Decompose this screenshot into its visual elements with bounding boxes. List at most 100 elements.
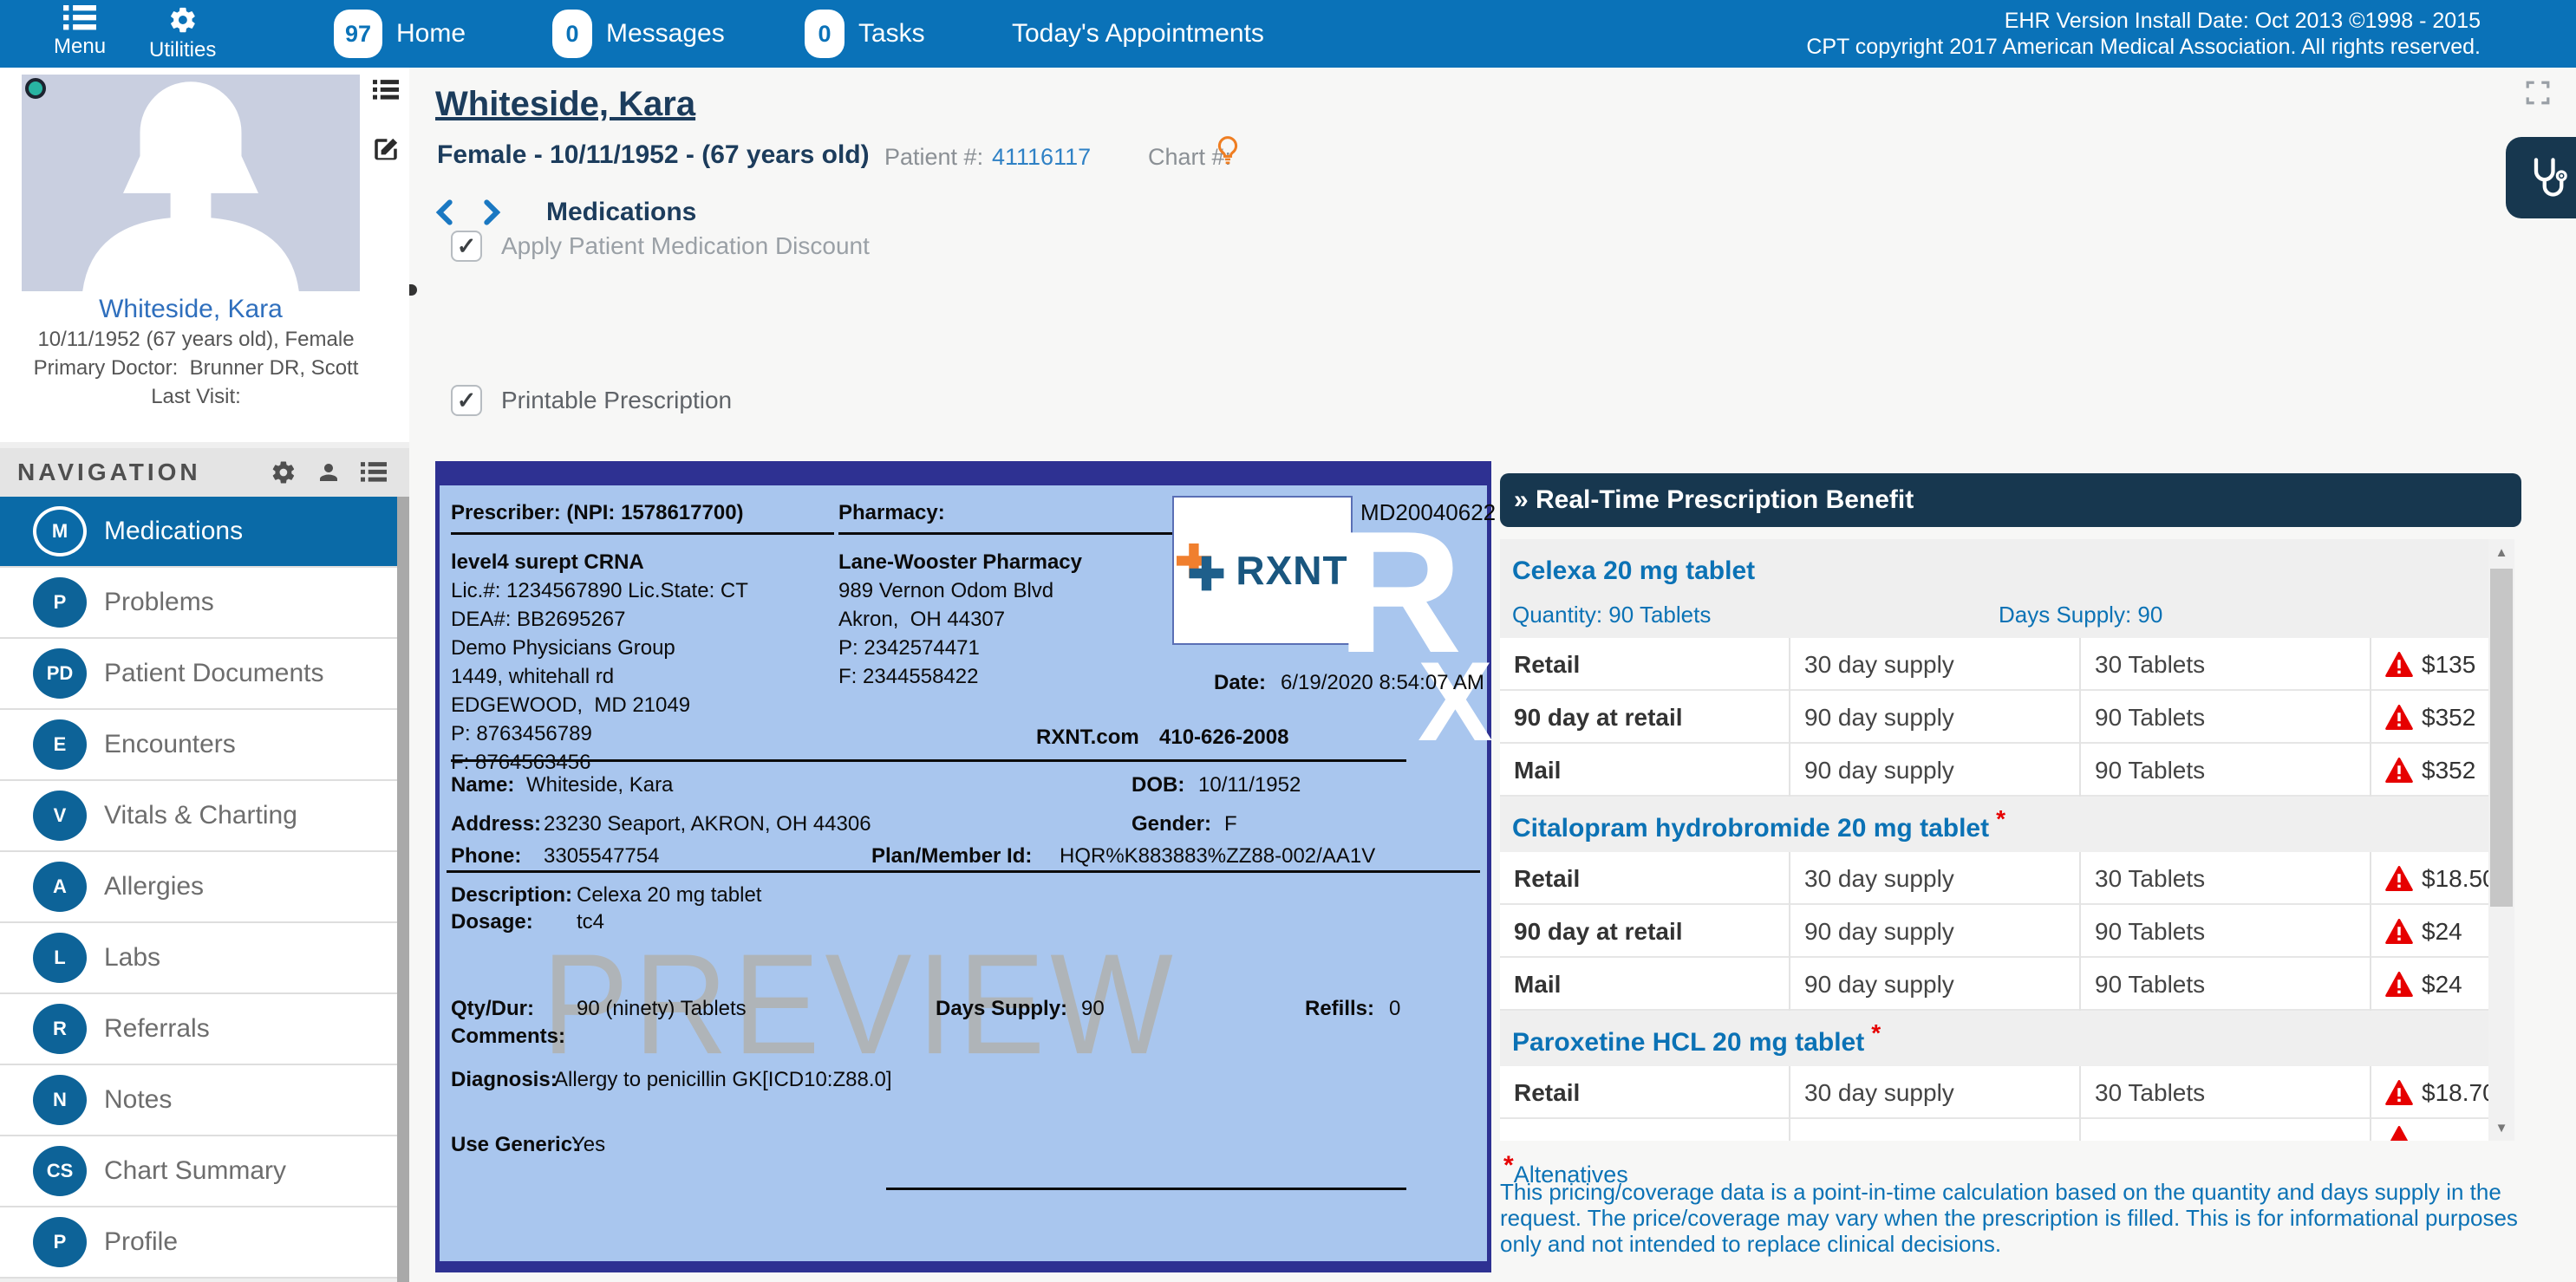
navigation-header: NAVIGATION — [0, 448, 409, 497]
top-navigation-bar: Menu Utilities 97 Home 0 Messages 0 Task… — [0, 0, 2576, 68]
messages-tab[interactable]: 0 Messages — [552, 0, 725, 68]
nav-abbr-badge: V — [33, 791, 87, 841]
rx-symbol-x: X — [1418, 638, 1493, 765]
version-line2: CPT copyright 2017 American Medical Asso… — [1806, 35, 2481, 59]
price-cell: $352 — [2422, 756, 2476, 784]
printable-checkbox[interactable]: ✓ — [451, 385, 482, 416]
sidebar-item-profile[interactable]: P Profile — [0, 1207, 397, 1279]
nav-settings-gear-icon[interactable] — [271, 459, 297, 485]
rx-description-label: Description: — [451, 883, 573, 907]
sidebar-item-chart-summary[interactable]: CS Chart Summary — [0, 1136, 397, 1207]
sidebar-item-vitals-charting[interactable]: V Vitals & Charting — [0, 781, 397, 852]
tablets-cell: 90 Tablets — [2081, 905, 2371, 958]
patient-name-link[interactable]: Whiteside, Kara — [99, 295, 283, 323]
patient-list-icon[interactable] — [373, 80, 399, 101]
rx-plan-label: Plan/Member Id: — [871, 844, 1033, 868]
todays-appointments-tab[interactable]: Today's Appointments — [1012, 0, 1264, 68]
tablets-cell: 30 Tablets — [2081, 638, 2371, 691]
version-line1: EHR Version Install Date: Oct 2013 ©1998… — [2004, 9, 2481, 33]
patient-dob-line: 10/11/1952 (67 years old), Female — [37, 328, 355, 351]
scroll-down-arrow[interactable]: ▼ — [2494, 1120, 2508, 1136]
nav-person-icon[interactable] — [316, 459, 342, 485]
alternatives-label: Altenatives — [1513, 1162, 1628, 1188]
rx-prescriber-line: 1449, whitehall rd — [451, 665, 615, 688]
rx-pharmacy-header: Pharmacy: — [838, 501, 1216, 535]
warning-icon — [2385, 1080, 2413, 1105]
sidebar-item-allergies[interactable]: A Allergies — [0, 852, 397, 923]
gear-icon — [168, 5, 198, 35]
tasks-tab[interactable]: 0 Tasks — [805, 0, 925, 68]
coverage-type-cell: Retail — [1500, 638, 1790, 691]
scroll-up-arrow[interactable]: ▲ — [2494, 544, 2508, 560]
drug-section-header: Citalopram hydrobromide 20 mg tablet * — [1500, 797, 2488, 852]
rx-phone-value: 3305547754 — [544, 844, 660, 868]
patient-photo[interactable] — [22, 75, 360, 291]
coverage-type-cell: Mail — [1500, 958, 1790, 1011]
chevron-left-icon[interactable] — [435, 199, 453, 225]
nav-item-label: Problems — [104, 588, 214, 616]
rx-pharmacy-name: Lane-Wooster Pharmacy — [838, 550, 1082, 574]
nav-item-label: Patient Documents — [104, 659, 324, 687]
menu-button[interactable]: Menu — [54, 5, 106, 59]
sidebar-item-notes[interactable]: N Notes — [0, 1065, 397, 1136]
nav-item-label: Vitals & Charting — [104, 801, 297, 830]
nav-abbr-badge: P — [33, 1217, 87, 1267]
rx-days-supply-value: 90 — [1081, 997, 1105, 1020]
rx-refills-label: Refills: — [1305, 997, 1375, 1020]
navigation-title: NAVIGATION — [17, 459, 201, 485]
rx-prescriber-header: Prescriber: (NPI: 1578617700) — [451, 501, 834, 535]
sidebar-item-problems[interactable]: P Problems — [0, 568, 397, 639]
rx-doc-number: MD20040622 — [1360, 499, 1497, 525]
tablets-cell: 90 Tablets — [2081, 691, 2371, 744]
discount-checkbox[interactable]: ✓ — [451, 231, 482, 262]
utilities-label: Utilities — [149, 38, 217, 62]
edit-patient-icon[interactable] — [371, 135, 401, 165]
benefit-scroll-area: Celexa 20 mg tablet Quantity: 90 Tablets… — [1500, 539, 2514, 1141]
rx-pharmacy-line: P: 2342574471 — [838, 636, 980, 660]
rx-top-border — [435, 461, 1491, 485]
drug-name: Celexa 20 mg tablet — [1512, 556, 1756, 585]
rx-date-value: 6/19/2020 8:54:07 AM — [1281, 671, 1484, 694]
lightbulb-icon[interactable] — [1216, 135, 1240, 168]
chevron-right-icon[interactable] — [484, 199, 501, 225]
chart-number-label: Chart #: — [1148, 144, 1232, 170]
nav-abbr-badge: N — [33, 1075, 87, 1125]
nav-list-icon[interactable] — [361, 462, 387, 483]
sidebar-scrollbar[interactable] — [397, 497, 409, 1282]
navigation-list: M Medications P Problems PD Patient Docu… — [0, 497, 397, 1282]
nav-item-label: Chart Summary — [104, 1156, 287, 1185]
nav-item-label: Medications — [104, 517, 244, 545]
sidebar-item-patient-documents[interactable]: PD Patient Documents — [0, 639, 397, 710]
home-tab[interactable]: 97 Home — [334, 0, 466, 68]
nav-item-label: Labs — [104, 943, 161, 972]
patient-header-name[interactable]: Whiteside, Kara — [435, 85, 696, 123]
patient-number-label: Patient #: — [884, 144, 984, 170]
utilities-button[interactable]: Utilities — [149, 5, 216, 62]
medications-section-header: Medications — [435, 198, 696, 227]
rx-days-supply-label: Days Supply: — [936, 997, 1068, 1020]
sidebar-item-encounters[interactable]: E Encounters — [0, 710, 397, 781]
quantity-line: Quantity: 90 Tablets — [1512, 602, 1712, 628]
price-cell: $352 — [2422, 703, 2476, 731]
coverage-type-cell: 90 day at retail — [1500, 905, 1790, 958]
supply-cell: 90 day supply — [1790, 958, 2081, 1011]
sidebar-item-referrals[interactable]: R Referrals — [0, 994, 397, 1065]
alternatives-asterisk: * — [1503, 1151, 1514, 1180]
benefit-scrollbar[interactable]: ▲ ▼ — [2488, 539, 2514, 1141]
nav-abbr-badge: P — [33, 577, 87, 628]
rx-dosage-value: tc4 — [577, 910, 605, 934]
benefit-row: 90 day at retail 90 day supply 90 Tablet… — [1500, 905, 2488, 958]
sidebar-item-medications[interactable]: M Medications — [0, 497, 397, 568]
rx-name-label: Name: — [451, 773, 515, 797]
price-cell: $135 — [2422, 650, 2476, 678]
clinical-tools-flyout-button[interactable] — [2506, 137, 2576, 218]
patient-number-value[interactable]: 41116117 — [992, 144, 1092, 170]
rx-refills-value: 0 — [1389, 997, 1401, 1020]
scrollbar-thumb[interactable] — [2490, 569, 2513, 907]
rx-prescriber-line: Lic.#: 1234567890 Lic.State: CT — [451, 579, 748, 602]
rx-site: RXNT.com — [1036, 726, 1139, 749]
rx-use-generic-value: Yes — [571, 1133, 606, 1156]
rx-diagnosis-value: Allergy to penicillin GK[ICD10:Z88.0] — [554, 1068, 892, 1091]
fullscreen-icon[interactable] — [2525, 80, 2551, 106]
sidebar-item-labs[interactable]: L Labs — [0, 923, 397, 994]
